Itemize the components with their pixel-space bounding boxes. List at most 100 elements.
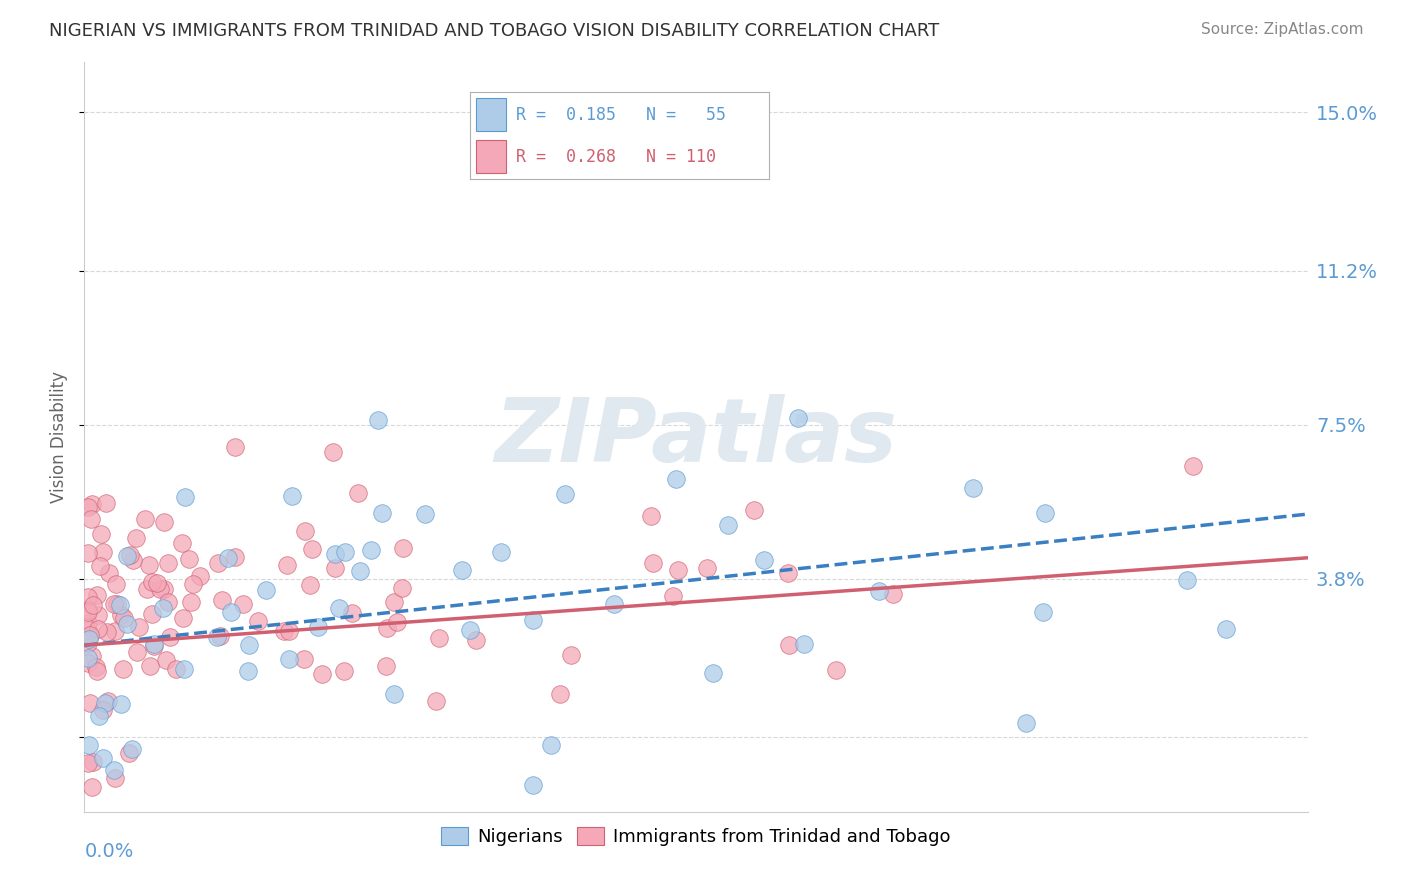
Point [522, 779, 544, 793]
Point [104, 576, 127, 591]
Point [82, 755, 104, 769]
Point [103, 763, 125, 777]
Point [79, 696, 101, 710]
Point [224, 440, 246, 454]
Point [77, 623, 100, 637]
Point [425, 694, 447, 708]
Point [640, 508, 662, 523]
Point [121, 742, 143, 756]
Point [90, 526, 112, 541]
Point [77, 632, 100, 646]
Point [374, 659, 396, 673]
Point [489, 545, 512, 559]
Point [134, 512, 156, 526]
Point [98, 566, 121, 580]
Point [323, 547, 346, 561]
Point [77, 636, 100, 650]
Point [391, 582, 413, 596]
Point [115, 549, 138, 564]
Point [375, 621, 398, 635]
Point [145, 576, 167, 591]
Point [179, 552, 201, 566]
Point [371, 506, 394, 520]
Point [278, 652, 301, 666]
Point [155, 653, 177, 667]
Legend: Nigerians, Immigrants from Trinidad and Tobago: Nigerians, Immigrants from Trinidad and … [436, 822, 956, 851]
Point [82, 598, 104, 612]
Point [793, 637, 815, 651]
Point [869, 584, 891, 599]
Point [156, 557, 179, 571]
Point [127, 645, 149, 659]
Point [754, 553, 776, 567]
Point [342, 606, 364, 620]
Point [152, 582, 174, 596]
Point [77, 616, 100, 631]
Point [110, 607, 132, 622]
Point [138, 659, 160, 673]
Point [1015, 715, 1038, 730]
Point [1215, 622, 1237, 636]
Y-axis label: Vision Disability: Vision Disability [51, 371, 69, 503]
Text: NIGERIAN VS IMMIGRANTS FROM TRINIDAD AND TOBAGO VISION DISABILITY CORRELATION CH: NIGERIAN VS IMMIGRANTS FROM TRINIDAD AND… [49, 22, 939, 40]
Point [349, 564, 371, 578]
Point [173, 490, 195, 504]
Point [333, 664, 356, 678]
Point [247, 614, 270, 628]
Point [108, 598, 131, 612]
Point [80, 648, 103, 663]
Point [86, 664, 108, 678]
Point [665, 472, 688, 486]
Point [96, 496, 118, 510]
Text: ZIPatlas: ZIPatlas [495, 393, 897, 481]
Point [135, 582, 157, 596]
Point [321, 444, 343, 458]
Point [323, 561, 346, 575]
Point [77, 603, 100, 617]
Point [450, 563, 472, 577]
Point [103, 597, 125, 611]
Point [141, 574, 163, 589]
Point [112, 611, 135, 625]
Point [159, 630, 181, 644]
Point [522, 613, 544, 627]
Point [554, 487, 576, 501]
Point [86, 622, 108, 636]
Point [115, 617, 138, 632]
Point [87, 608, 110, 623]
Point [80, 780, 103, 794]
Point [307, 620, 329, 634]
Point [717, 518, 740, 533]
Point [427, 632, 450, 646]
Point [1033, 507, 1056, 521]
Point [207, 556, 229, 570]
Point [93, 750, 115, 764]
Point [311, 667, 333, 681]
Point [209, 629, 232, 643]
Point [299, 578, 322, 592]
Point [84, 659, 107, 673]
Point [294, 524, 316, 538]
Point [276, 558, 298, 572]
Point [1175, 574, 1198, 588]
Point [221, 605, 243, 619]
Point [205, 631, 228, 645]
Point [825, 663, 848, 677]
Point [77, 500, 100, 515]
Point [105, 597, 128, 611]
Point [104, 772, 127, 786]
Point [149, 582, 172, 596]
Point [172, 611, 194, 625]
Point [382, 595, 405, 609]
Point [776, 566, 799, 580]
Point [96, 625, 118, 640]
Point [152, 515, 174, 529]
Point [104, 624, 127, 639]
Point [465, 633, 488, 648]
Point [787, 411, 810, 425]
Point [77, 738, 100, 752]
Point [1032, 605, 1054, 619]
Point [125, 532, 148, 546]
Point [111, 662, 134, 676]
Text: 0.0%: 0.0% [84, 842, 134, 861]
